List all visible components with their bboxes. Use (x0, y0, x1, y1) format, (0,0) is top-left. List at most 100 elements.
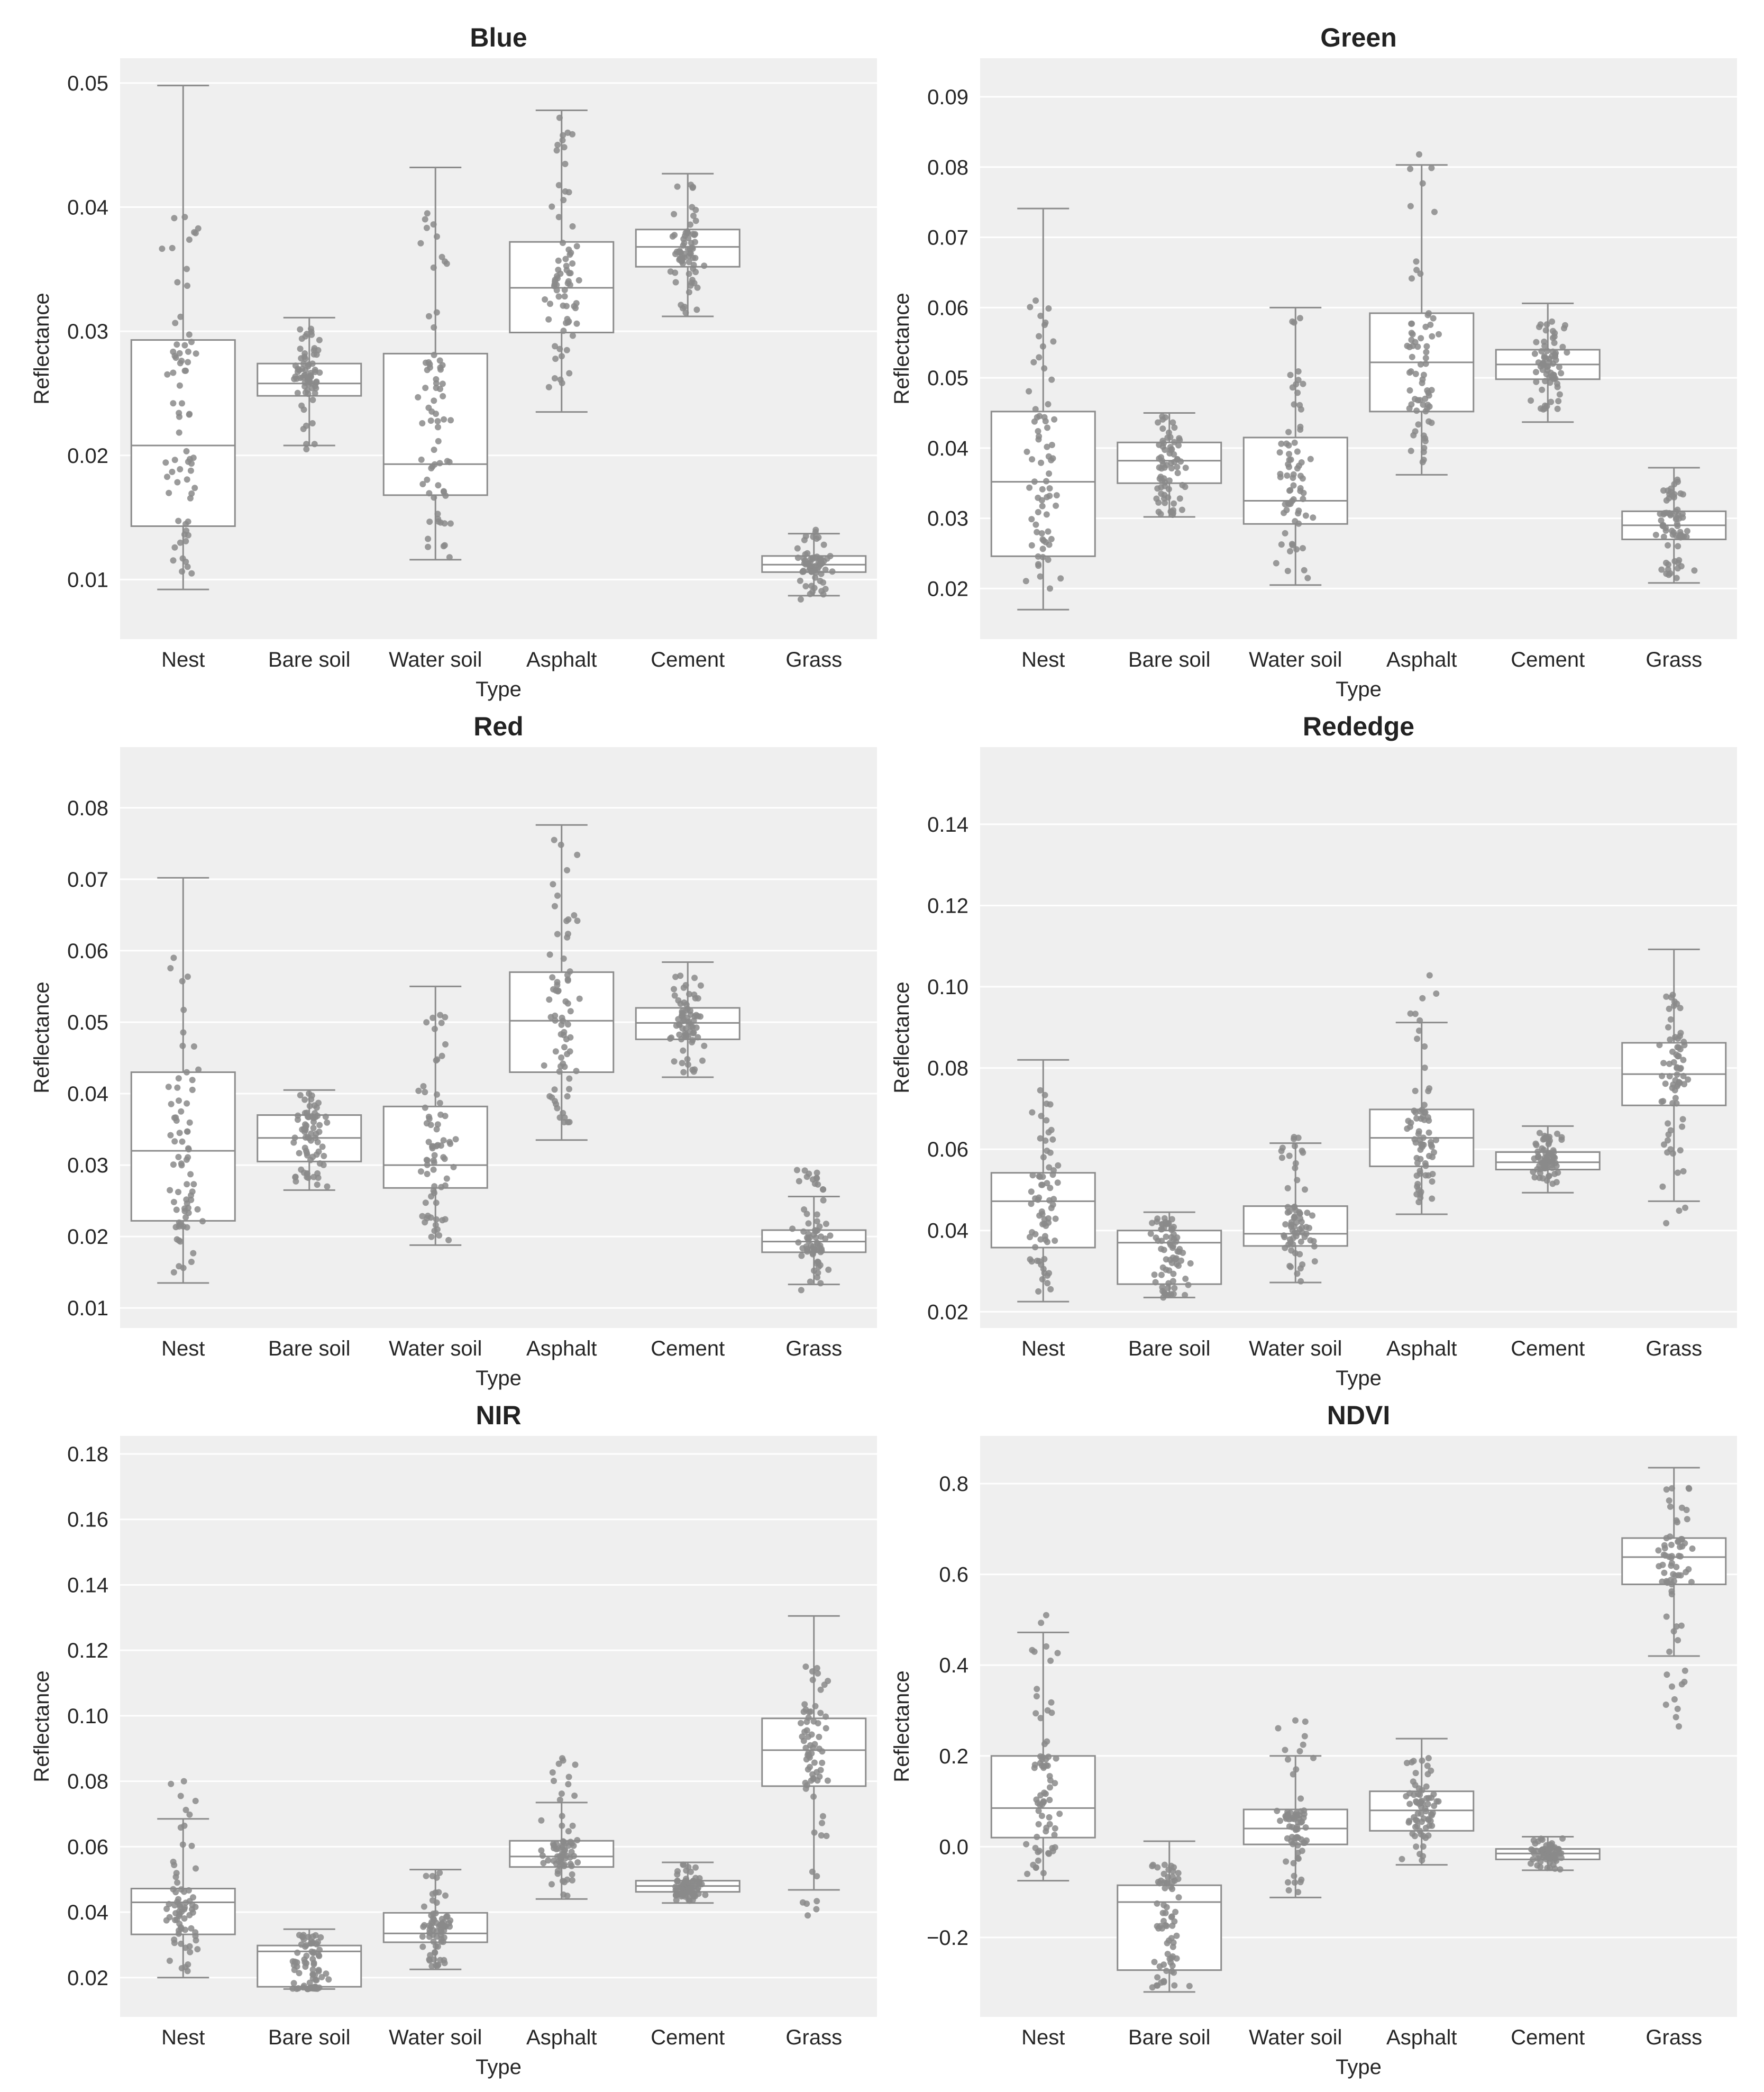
data-point (561, 1847, 568, 1854)
data-point (1670, 1003, 1677, 1009)
data-point (542, 296, 549, 303)
data-point (1027, 1234, 1033, 1241)
data-point (430, 264, 437, 271)
data-point (422, 1199, 429, 1206)
data-point (424, 476, 431, 483)
data-point (812, 1234, 819, 1241)
data-point (567, 1861, 574, 1867)
data-point (162, 459, 169, 466)
data-point (822, 1725, 829, 1732)
data-point (437, 1111, 444, 1118)
data-point (1405, 1819, 1412, 1826)
data-point (438, 1929, 445, 1935)
strip-points (415, 210, 454, 561)
data-point (1037, 313, 1044, 319)
data-point (422, 385, 429, 392)
data-point (425, 543, 432, 550)
data-point (436, 460, 443, 467)
data-point (1046, 1197, 1053, 1204)
data-point (193, 350, 199, 357)
data-point (436, 1099, 443, 1106)
y-axis-label: Reflectance (30, 981, 53, 1093)
data-point (692, 1864, 699, 1871)
data-point (554, 931, 561, 938)
data-point (1295, 462, 1302, 469)
data-point (175, 1189, 181, 1195)
data-point (1281, 1234, 1288, 1241)
x-tick-label: Bare soil (268, 1337, 351, 1360)
y-tick-label: 0.12 (927, 894, 968, 917)
data-point (1540, 360, 1547, 366)
data-point (438, 1052, 445, 1059)
data-point (1175, 442, 1182, 449)
x-tick-label: Asphalt (526, 2026, 597, 2049)
data-point (673, 1897, 680, 1904)
data-point (818, 570, 825, 577)
y-tick-label: 0.02 (67, 444, 108, 468)
data-point (793, 1167, 800, 1174)
panel-blue: 0.010.020.030.040.05BlueReflectanceTypeN… (30, 23, 877, 701)
data-point (419, 481, 426, 487)
data-point (1167, 1884, 1174, 1890)
data-point (1039, 536, 1046, 543)
data-point (818, 1248, 825, 1254)
box-grass (1621, 467, 1727, 584)
y-tick-label: 0.03 (67, 320, 108, 343)
data-point (1168, 1225, 1175, 1232)
data-point (1415, 1128, 1422, 1135)
data-point (1554, 1130, 1560, 1137)
data-point (1286, 457, 1293, 463)
data-point (1036, 354, 1043, 361)
data-point (1431, 1149, 1437, 1156)
data-point (324, 1183, 331, 1190)
data-point (1028, 1188, 1035, 1195)
data-point (802, 1785, 809, 1792)
y-tick-label: 0.07 (67, 868, 108, 892)
data-point (1300, 1149, 1306, 1156)
data-point (167, 965, 174, 971)
y-tick-label: 0.16 (67, 1508, 108, 1532)
data-point (1311, 1243, 1318, 1250)
data-point (807, 1278, 814, 1285)
data-point (687, 1890, 693, 1897)
data-point (1032, 1710, 1039, 1717)
data-point (811, 1759, 818, 1766)
data-point (170, 1198, 177, 1205)
data-point (1555, 398, 1562, 405)
data-point (1274, 1807, 1281, 1814)
data-point (1160, 1978, 1167, 1985)
data-point (1550, 328, 1556, 334)
data-point (817, 1686, 824, 1693)
data-point (167, 1132, 174, 1139)
data-point (1048, 376, 1055, 383)
data-point (1035, 553, 1041, 560)
data-point (1665, 566, 1671, 573)
data-point (1162, 1909, 1169, 1916)
data-point (1022, 578, 1029, 585)
data-point (1034, 1258, 1040, 1264)
data-point (1536, 324, 1542, 330)
strip-points (1528, 318, 1570, 413)
data-point (690, 1017, 697, 1024)
data-point (561, 1044, 568, 1051)
data-point (1176, 495, 1183, 502)
data-point (191, 485, 198, 492)
data-point (572, 1761, 579, 1768)
data-point (1042, 1137, 1049, 1144)
data-point (1413, 1154, 1420, 1161)
x-tick-label: Asphalt (1386, 648, 1457, 671)
data-point (301, 379, 308, 386)
data-point (686, 270, 692, 277)
data-point (1675, 1637, 1681, 1644)
data-point (192, 1797, 199, 1804)
data-point (1661, 1141, 1667, 1148)
data-point (316, 336, 323, 343)
data-point (1660, 1060, 1667, 1067)
data-point (697, 982, 704, 989)
y-tick-label: 0.08 (927, 156, 968, 179)
data-point (816, 1773, 823, 1780)
data-point (1297, 1265, 1304, 1272)
data-point (686, 990, 692, 997)
data-point (1535, 1838, 1542, 1845)
data-point (1542, 1165, 1549, 1171)
